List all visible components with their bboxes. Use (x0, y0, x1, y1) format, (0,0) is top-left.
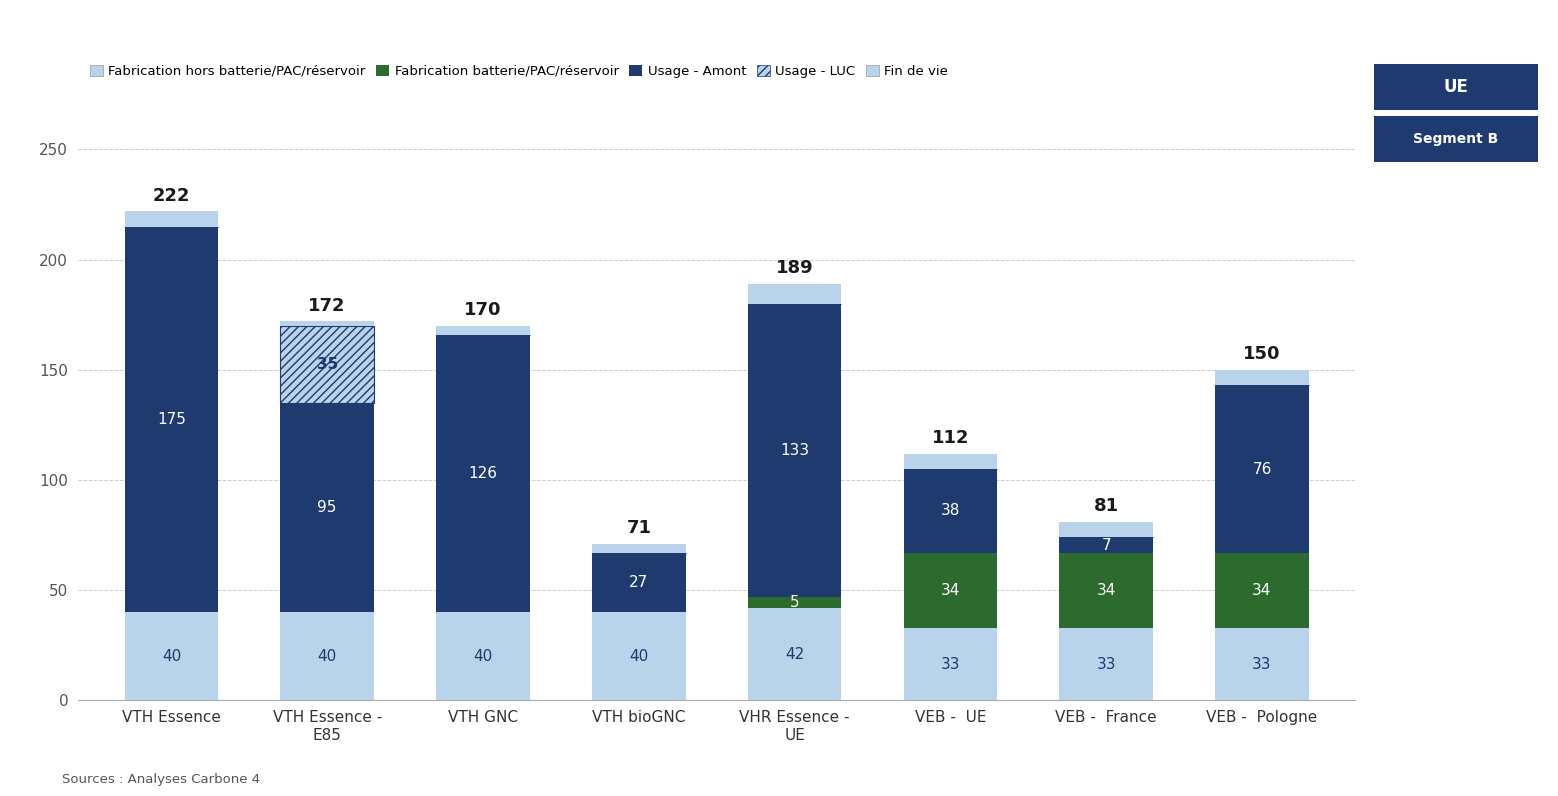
Text: 112: 112 (932, 429, 969, 447)
Text: UE: UE (1444, 78, 1468, 96)
Bar (1059, 537, 1153, 552)
Bar (1059, 552, 1153, 628)
Text: 34: 34 (1253, 583, 1271, 598)
Text: 35: 35 (316, 357, 338, 372)
Bar (904, 454, 997, 469)
Bar (125, 612, 218, 700)
Bar (1215, 370, 1309, 385)
Bar (904, 552, 997, 628)
Text: 172: 172 (308, 297, 346, 314)
Bar (904, 469, 997, 552)
Bar (904, 628, 997, 700)
Bar (592, 544, 686, 552)
Text: 95: 95 (318, 500, 337, 515)
Text: 76: 76 (1253, 462, 1271, 477)
Bar (748, 284, 841, 304)
Text: 33: 33 (1097, 657, 1116, 672)
Text: 7: 7 (1102, 537, 1111, 552)
Text: 133: 133 (781, 443, 809, 458)
Text: 33: 33 (941, 657, 960, 672)
Bar (125, 227, 218, 612)
Text: 42: 42 (785, 646, 804, 661)
Text: 40: 40 (474, 649, 492, 664)
Bar (280, 612, 374, 700)
Bar (280, 322, 374, 326)
Bar (748, 304, 841, 597)
Bar (125, 211, 218, 227)
Bar (436, 326, 530, 334)
Bar (436, 334, 530, 612)
Text: 150: 150 (1243, 345, 1281, 363)
Text: Sources : Analyses Carbone 4: Sources : Analyses Carbone 4 (62, 774, 260, 786)
Text: Segment B: Segment B (1413, 132, 1499, 146)
Bar (1215, 628, 1309, 700)
Text: 170: 170 (464, 301, 502, 319)
Text: 40: 40 (629, 649, 648, 664)
Text: 5: 5 (790, 595, 799, 610)
Text: 126: 126 (469, 466, 497, 481)
Bar (748, 597, 841, 608)
Bar (280, 403, 374, 612)
Bar (1215, 552, 1309, 628)
Bar (1059, 522, 1153, 537)
Text: 38: 38 (941, 503, 960, 518)
Text: 40: 40 (318, 649, 337, 664)
Text: 33: 33 (1253, 657, 1271, 672)
Text: 81: 81 (1094, 498, 1119, 515)
Bar (748, 608, 841, 700)
Bar (280, 326, 374, 403)
Bar (1215, 385, 1309, 552)
Text: 222: 222 (153, 186, 190, 205)
Text: 27: 27 (629, 575, 648, 590)
Text: 175: 175 (157, 412, 185, 427)
Text: 71: 71 (626, 519, 651, 537)
Text: 40: 40 (162, 649, 181, 664)
Text: 189: 189 (776, 259, 813, 277)
Text: 34: 34 (1097, 583, 1116, 598)
Bar (592, 552, 686, 612)
Text: 34: 34 (941, 583, 960, 598)
Legend: Fabrication hors batterie/PAC/réservoir, Fabrication batterie/PAC/réservoir, Usa: Fabrication hors batterie/PAC/réservoir,… (84, 60, 953, 83)
Bar (1059, 628, 1153, 700)
Bar (592, 612, 686, 700)
Bar (436, 612, 530, 700)
